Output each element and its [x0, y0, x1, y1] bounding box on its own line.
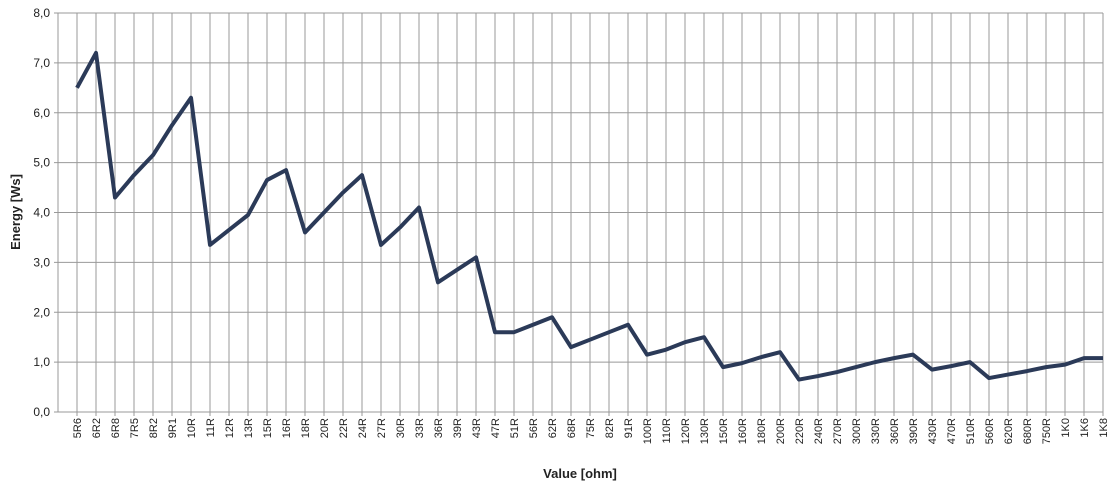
- x-axis-title: Value [ohm]: [543, 466, 617, 481]
- y-tick-label: 7,0: [33, 56, 50, 70]
- x-tick-label: 20R: [319, 418, 331, 438]
- y-tick-label: 0,0: [33, 405, 50, 419]
- x-tick-label: 7R5: [129, 418, 141, 438]
- x-tick-label: 39R: [452, 418, 464, 438]
- x-tick-label: 24R: [357, 418, 369, 438]
- x-tick-label: 15R: [262, 418, 274, 438]
- x-tick-label: 75R: [585, 418, 597, 438]
- x-tick-label: 160R: [737, 418, 749, 444]
- x-tick-label: 300R: [851, 418, 863, 444]
- x-tick-label: 12R: [224, 418, 236, 438]
- x-tick-label: 620R: [1003, 418, 1015, 444]
- y-tick-label: 2,0: [33, 305, 50, 319]
- x-tick-label: 120R: [680, 418, 692, 444]
- x-tick-label: 1K0: [1060, 418, 1072, 438]
- x-tick-label: 220R: [794, 418, 806, 444]
- x-tick-label: 360R: [889, 418, 901, 444]
- x-tick-label: 8R2: [148, 418, 160, 438]
- x-tick-label: 82R: [604, 418, 616, 438]
- x-tick-label: 150R: [718, 418, 730, 444]
- x-tick-label: 22R: [338, 418, 350, 438]
- x-tick-label: 200R: [775, 418, 787, 444]
- x-tick-label: 36R: [433, 418, 445, 438]
- x-tick-label: 9R1: [167, 418, 179, 438]
- y-tick-label: 1,0: [33, 355, 50, 369]
- x-tick-label: 56R: [528, 418, 540, 438]
- data-line: [75, 50, 1103, 382]
- x-tick-label: 18R: [300, 418, 312, 438]
- x-tick-label: 1K8: [1098, 418, 1110, 438]
- y-tick-label: 4,0: [33, 206, 50, 220]
- y-tick-label: 8,0: [33, 6, 50, 20]
- x-tick-label: 27R: [376, 418, 388, 438]
- x-tick-label: 6R2: [91, 418, 103, 438]
- x-tick-label: 390R: [908, 418, 920, 444]
- x-tick-label: 180R: [756, 418, 768, 444]
- x-tick-label: 430R: [927, 418, 939, 444]
- x-tick-label: 110R: [661, 418, 673, 444]
- x-tick-label: 470R: [946, 418, 958, 444]
- y-axis-title: Energy [Ws]: [8, 174, 23, 250]
- x-tick-label: 51R: [509, 418, 521, 438]
- x-tick-label: 330R: [870, 418, 882, 444]
- x-tick-label: 100R: [642, 418, 654, 444]
- x-tick-label: 510R: [965, 418, 977, 444]
- x-tick-label: 1K6: [1079, 418, 1091, 438]
- x-tick-label: 13R: [243, 418, 255, 438]
- x-tick-label: 91R: [623, 418, 635, 438]
- x-tick-label: 560R: [984, 418, 996, 444]
- x-tick-label: 5R6: [72, 418, 84, 438]
- x-tick-label: 11R: [205, 418, 217, 437]
- x-tick-label: 10R: [186, 418, 198, 438]
- x-tick-label: 68R: [566, 418, 578, 438]
- y-tick-label: 5,0: [33, 156, 50, 170]
- x-tick-label: 240R: [813, 418, 825, 444]
- x-tick-label: 270R: [832, 418, 844, 444]
- x-tick-label: 6R8: [110, 418, 122, 438]
- x-tick-label: 43R: [471, 418, 483, 438]
- x-tick-label: 30R: [395, 418, 407, 438]
- y-tick-label: 6,0: [33, 106, 50, 120]
- x-tick-label: 62R: [547, 418, 559, 438]
- x-tick-label: 130R: [699, 418, 711, 444]
- y-tick-label: 3,0: [33, 255, 50, 269]
- x-tick-label: 16R: [281, 418, 293, 438]
- x-tick-label: 33R: [414, 418, 426, 438]
- x-tick-label: 750R: [1041, 418, 1053, 444]
- x-tick-label: 680R: [1022, 418, 1034, 444]
- x-tick-label: 47R: [490, 418, 502, 438]
